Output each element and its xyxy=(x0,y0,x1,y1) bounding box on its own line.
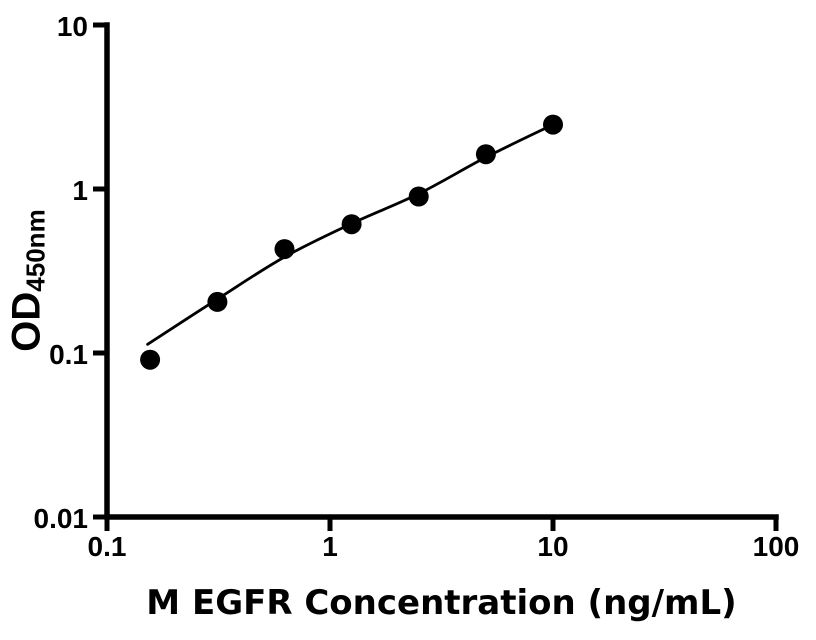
y-tick-label: 0.01 xyxy=(34,503,89,534)
data-point-marker xyxy=(543,114,563,135)
axis-tick-marks xyxy=(93,22,779,531)
y-tick-label: 10 xyxy=(57,11,88,42)
y-axis-title: OD450nm xyxy=(2,25,54,535)
x-tick-label: 1 xyxy=(322,531,338,562)
data-point-marker xyxy=(408,186,429,207)
data-point-marker xyxy=(207,291,228,312)
data-points xyxy=(140,114,563,370)
x-axis-title: M EGFR Concentration (ng/mL) xyxy=(146,583,737,623)
x-tick-label: 100 xyxy=(753,531,800,562)
y-tick-label: 1 xyxy=(72,175,88,206)
axis-lines xyxy=(104,22,779,520)
data-point-marker xyxy=(475,144,496,165)
y-axis-title-subscript: 450nm xyxy=(20,208,51,292)
data-point-marker xyxy=(140,349,161,370)
data-point-marker xyxy=(274,239,295,260)
y-tick-label: 0.1 xyxy=(49,339,88,370)
y-axis-title-main: OD xyxy=(4,291,49,352)
x-tick-label: 0.1 xyxy=(88,531,127,562)
x-tick-label: 10 xyxy=(537,531,568,562)
data-point-marker xyxy=(341,214,362,235)
